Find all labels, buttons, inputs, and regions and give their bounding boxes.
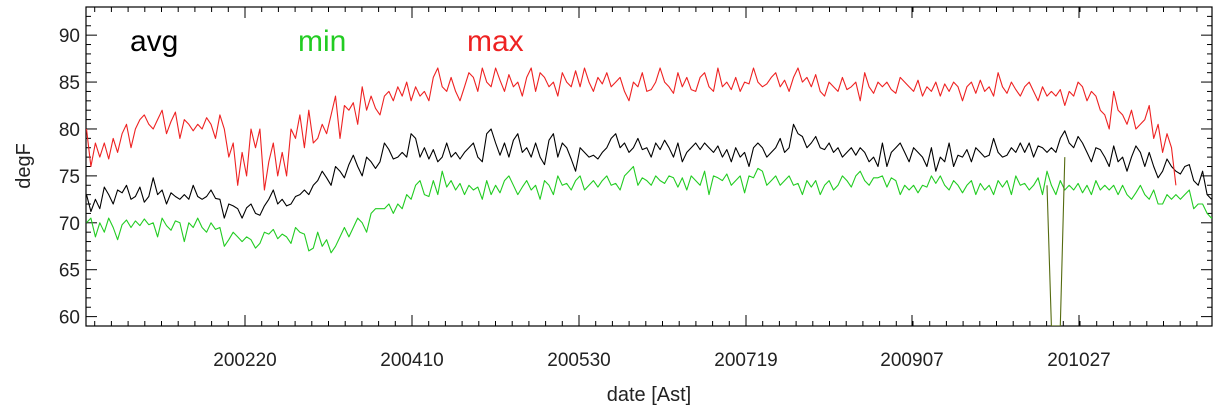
y-tick-label: 65 xyxy=(59,261,80,282)
legend-max: max xyxy=(467,25,524,58)
plot-area xyxy=(85,6,1213,327)
x-tick-label: 200220 xyxy=(213,350,276,371)
y-axis-label: degF xyxy=(13,143,35,189)
legend-avg: avg xyxy=(130,25,178,58)
plot-frame xyxy=(85,6,1213,327)
min-line xyxy=(86,165,1212,254)
series-lines xyxy=(86,67,1212,326)
y-tick-label: 60 xyxy=(59,308,80,329)
dropout-line xyxy=(1046,157,1066,326)
y-tick-label: 85 xyxy=(59,73,80,94)
y-tick-label: 70 xyxy=(59,214,80,235)
avg-line xyxy=(86,123,1212,219)
y-tick-label: 80 xyxy=(59,120,80,141)
y-axis-ticks: 60 65 70 75 80 85 90 xyxy=(59,6,1212,329)
legend-min: min xyxy=(298,25,346,58)
y-tick-label: 90 xyxy=(59,26,80,47)
x-tick-label: 200410 xyxy=(380,350,443,371)
x-tick-label: 200907 xyxy=(880,350,943,371)
max-line xyxy=(86,67,1177,191)
y-tick-label: 75 xyxy=(59,167,80,188)
x-axis-ticks: 200220 200410 200530 200719 200907 201027 xyxy=(94,7,1198,371)
x-tick-label: 201027 xyxy=(1047,350,1110,371)
x-tick-label: 200719 xyxy=(714,350,777,371)
x-tick-label: 200530 xyxy=(547,350,610,371)
x-axis-label: date [Ast] xyxy=(607,384,692,406)
